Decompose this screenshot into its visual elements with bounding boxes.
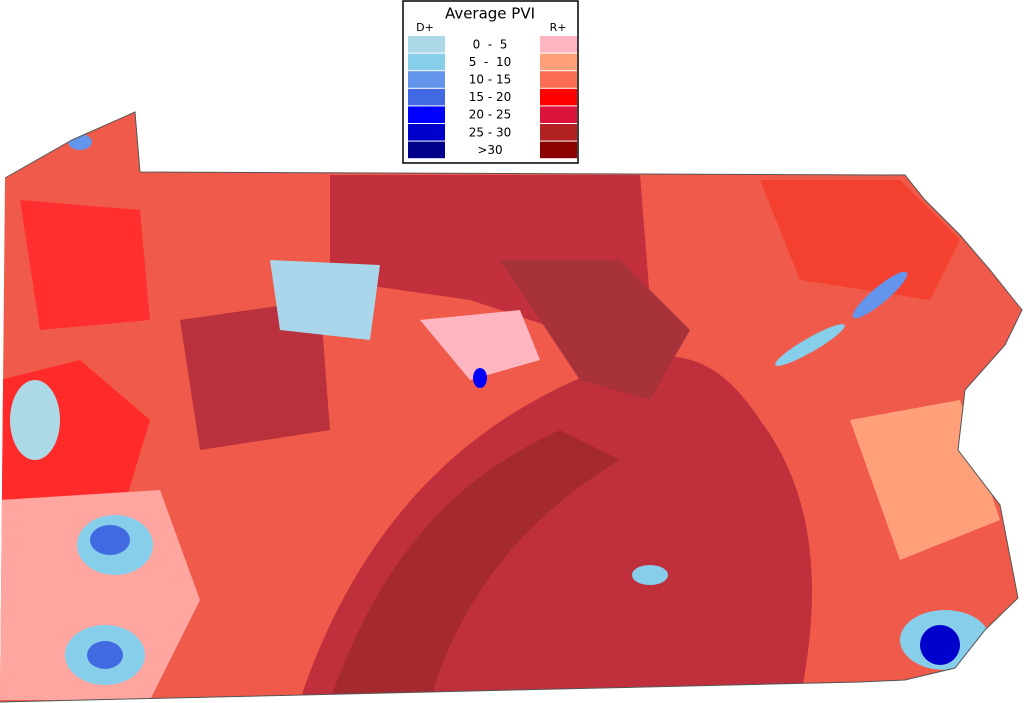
d-label: D+ bbox=[416, 21, 434, 34]
r-swatch bbox=[540, 88, 577, 106]
range-label: 25 - 30 bbox=[469, 125, 512, 139]
range-label: >30 bbox=[477, 143, 502, 157]
r-swatch bbox=[540, 141, 577, 159]
state-outline bbox=[0, 111, 1023, 703]
legend-title: Average PVI bbox=[445, 5, 535, 23]
r-swatch bbox=[540, 53, 577, 71]
d-swatch bbox=[408, 53, 445, 71]
d-swatch bbox=[408, 141, 445, 159]
r-label: R+ bbox=[550, 21, 567, 34]
d-swatch bbox=[408, 106, 445, 123]
d-swatch bbox=[408, 71, 445, 88]
range-label: 5 - 10 bbox=[469, 55, 512, 69]
range-label: 15 - 20 bbox=[469, 90, 512, 104]
r-swatch bbox=[540, 124, 577, 141]
d-swatch bbox=[408, 124, 445, 141]
r-swatch bbox=[540, 106, 577, 123]
d-swatch bbox=[408, 36, 445, 53]
state-map bbox=[0, 112, 1022, 702]
legend: Average PVI D+ R+ 0 - 5 5 - 10 10 - 15 15 -… bbox=[402, 0, 579, 164]
r-swatch bbox=[540, 36, 577, 53]
r-swatch bbox=[540, 71, 577, 88]
range-label: 20 - 25 bbox=[469, 108, 512, 122]
d-swatch bbox=[408, 88, 445, 106]
range-label: 0 - 5 bbox=[473, 37, 508, 51]
range-label: 10 - 15 bbox=[469, 73, 512, 87]
